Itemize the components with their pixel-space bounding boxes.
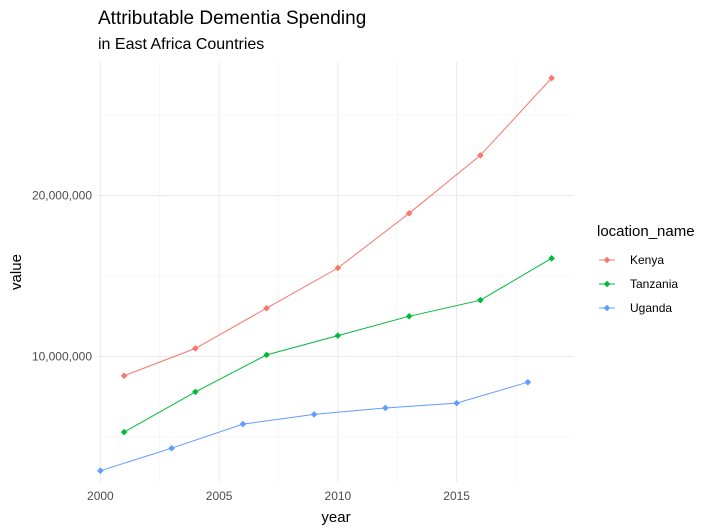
y-tick-label-0: 10,000,000 — [32, 349, 92, 363]
data-point-kenya-2016 — [477, 152, 484, 159]
legend-key-point — [603, 280, 611, 288]
legend-item-kenya: Kenya — [599, 253, 664, 267]
legend-key-point — [603, 304, 611, 312]
data-point-uganda-2018 — [524, 378, 532, 386]
data-point-uganda-2003 — [168, 444, 175, 452]
data-point-kenya-2019 — [548, 74, 555, 82]
y-axis-title: value — [8, 254, 25, 290]
data-point-tanzania-2010 — [334, 332, 342, 339]
legend-label-uganda: Uganda — [630, 301, 672, 315]
y-axis-ticks: 10,000,000 20,000,000 — [32, 189, 92, 364]
minor-gridlines — [98, 62, 573, 482]
series-kenya — [120, 74, 555, 380]
legend: location_name Kenya Tanzania Uganda — [597, 223, 695, 315]
data-point-tanzania-2001 — [120, 428, 128, 436]
x-tick-label-1: 2005 — [206, 489, 233, 503]
legend-label-kenya: Kenya — [630, 253, 664, 267]
data-point-kenya-2004 — [192, 345, 199, 352]
legend-title: location_name — [597, 223, 695, 240]
chart-subtitle: in East Africa Countries — [98, 36, 264, 53]
major-gridlines — [98, 62, 573, 482]
series-line-uganda — [100, 381, 529, 472]
series-layer — [97, 74, 555, 475]
chart-title: Attributable Dementia Spending — [98, 8, 366, 29]
data-point-kenya-2001 — [120, 372, 128, 380]
data-point-uganda-2006 — [239, 420, 247, 428]
y-tick-label-1: 20,000,000 — [32, 189, 92, 203]
data-point-tanzania-2019 — [548, 255, 555, 262]
data-point-tanzania-2016 — [477, 296, 484, 304]
data-point-kenya-2013 — [405, 209, 413, 217]
legend-key-point — [603, 256, 611, 264]
series-uganda — [97, 378, 532, 475]
data-point-uganda-2012 — [382, 404, 389, 412]
series-tanzania — [120, 255, 555, 436]
data-point-uganda-2009 — [310, 411, 318, 418]
x-tick-label-0: 2000 — [87, 489, 114, 503]
data-point-tanzania-2013 — [405, 312, 413, 320]
data-point-kenya-2010 — [334, 264, 342, 272]
x-axis-title: year — [321, 509, 350, 526]
data-point-tanzania-2004 — [192, 388, 199, 396]
x-axis-ticks: 2000 2005 2010 2015 — [87, 489, 470, 503]
data-point-uganda-2000 — [97, 467, 104, 475]
data-point-kenya-2007 — [263, 304, 270, 312]
x-tick-label-3: 2015 — [443, 489, 470, 503]
x-tick-label-2: 2010 — [325, 489, 352, 503]
legend-item-tanzania: Tanzania — [599, 277, 678, 291]
legend-label-tanzania: Tanzania — [630, 277, 678, 291]
data-point-tanzania-2007 — [263, 351, 270, 359]
data-point-uganda-2015 — [453, 399, 460, 407]
legend-item-uganda: Uganda — [599, 301, 672, 315]
